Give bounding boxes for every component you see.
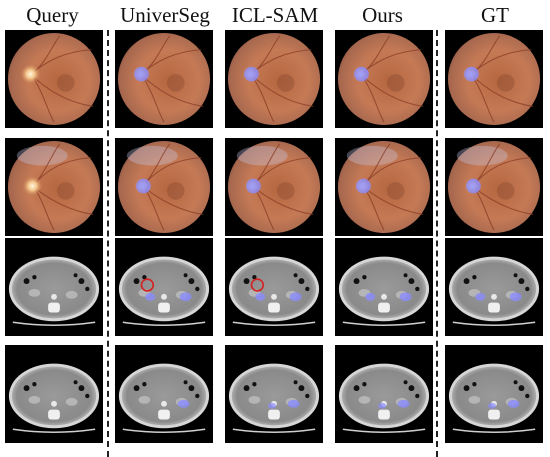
column-header-gt: GT: [481, 3, 509, 27]
image-ct-2-universeg: [115, 345, 213, 443]
image-ct-2-gt: [445, 345, 543, 443]
column-header-query: Query: [26, 3, 79, 27]
image-ct-1-iclsam: [225, 238, 323, 336]
divider-before-gt: [436, 30, 438, 457]
image-ct-2-ours: [335, 345, 433, 443]
image-fundus-1-gt: [445, 30, 543, 128]
image-ct-1-ours: [335, 238, 433, 336]
image-fundus-2-ours: [335, 138, 433, 236]
image-fundus-2-universeg: [115, 138, 213, 236]
column-header-universeg: UniverSeg: [120, 3, 210, 27]
image-fundus-1-query: [5, 30, 103, 128]
column-header-ours: Ours: [362, 3, 403, 27]
image-ct-1-gt: [445, 238, 543, 336]
image-fundus-2-gt: [445, 138, 543, 236]
image-ct-2-query: [5, 345, 103, 443]
image-fundus-1-iclsam: [225, 30, 323, 128]
image-fundus-2-iclsam: [225, 138, 323, 236]
image-ct-1-query: [5, 238, 103, 336]
image-fundus-1-ours: [335, 30, 433, 128]
image-fundus-2-query: [5, 138, 103, 236]
column-header-iclsam: ICL-SAM: [231, 3, 319, 27]
divider-after-query: [107, 30, 109, 457]
image-ct-2-iclsam: [225, 345, 323, 443]
image-fundus-1-universeg: [115, 30, 213, 128]
image-ct-1-universeg: [115, 238, 213, 336]
